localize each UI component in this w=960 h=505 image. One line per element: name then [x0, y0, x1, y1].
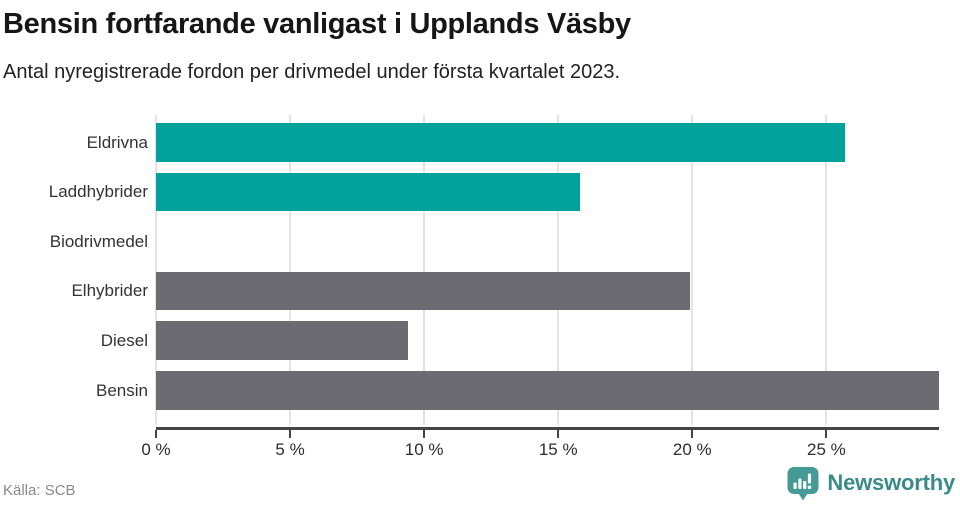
bar-eldrivna — [156, 123, 846, 162]
gridline — [825, 115, 828, 425]
newsworthy-logo-icon — [787, 467, 819, 501]
bar-laddhybrider — [156, 172, 580, 212]
category-label: Eldrivna — [86, 132, 148, 152]
category-label: Bensin — [96, 380, 148, 400]
axis-tick — [423, 430, 426, 438]
bar-elhybrider — [156, 271, 690, 311]
chart-title: Bensin fortfarande vanligast i Upplands … — [3, 8, 631, 40]
brand-name: Newsworthy — [827, 470, 955, 495]
category-label: Laddhybrider — [48, 182, 148, 202]
bar-chart: Eldrivna Laddhybrider Biodrivmedel Elhybrid… — [0, 115, 960, 425]
bar-diesel — [156, 321, 409, 360]
gridline — [155, 115, 157, 425]
gridline — [289, 115, 292, 425]
axis-tick — [289, 430, 292, 438]
axis-tick-label: 15 % — [538, 440, 578, 459]
gridline — [557, 115, 560, 425]
chart-subtitle: Antal nyregistrerade fordon per drivmede… — [3, 61, 621, 83]
source-note: Källa: SCB — [3, 482, 76, 499]
category-label: Diesel — [100, 330, 148, 350]
bar-bensin — [156, 371, 939, 410]
axis-tick — [155, 430, 157, 438]
category-labels: Eldrivna Laddhybrider Biodrivmedel Elhybrid… — [0, 115, 148, 425]
axis-tick-label: 5 % — [275, 440, 305, 459]
axis-tick — [557, 430, 560, 438]
brand-lockup: Newsworthy — [786, 466, 955, 501]
x-axis-line: 0 % 5 % 10 % 15 % 20 % 25 % — [141, 427, 939, 459]
plot-area — [155, 115, 939, 425]
axis-tick — [825, 430, 828, 438]
category-label: Biodrivmedel — [49, 231, 148, 251]
category-label: Elhybrider — [71, 281, 148, 301]
axis-tick-label: 10 % — [404, 440, 444, 459]
axis-tick-label: 0 % — [141, 440, 171, 459]
axis-tick — [691, 430, 694, 438]
gridline — [691, 115, 694, 425]
axis-tick-label: 25 % — [807, 440, 846, 459]
footer: Källa: SCB Newsworthy — [0, 465, 960, 501]
gridline — [423, 115, 426, 425]
axis-tick-label: 20 % — [672, 440, 712, 459]
